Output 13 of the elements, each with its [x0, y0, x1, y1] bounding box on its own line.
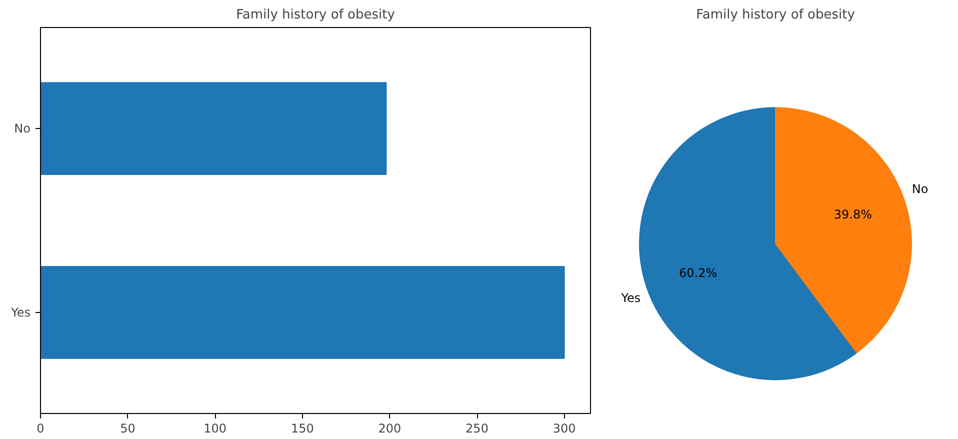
chart-title: Family history of obesity — [236, 8, 396, 22]
x-tick-label: 100 — [204, 422, 227, 436]
x-tick-label: 300 — [552, 422, 576, 436]
x-tick-label: 50 — [120, 422, 136, 436]
data-label: 60.2% — [678, 266, 718, 280]
slice-label: No — [912, 182, 928, 196]
data-label: 39.8% — [834, 207, 872, 222]
slice-label: Yes — [620, 291, 641, 306]
x-tick-label: 250 — [466, 422, 488, 436]
chart-title: Family history of obesity — [696, 8, 856, 22]
x-tick-label: 200 — [378, 422, 402, 436]
x-tick-label: 0 — [36, 422, 44, 436]
x-tick-label: 150 — [290, 422, 314, 436]
